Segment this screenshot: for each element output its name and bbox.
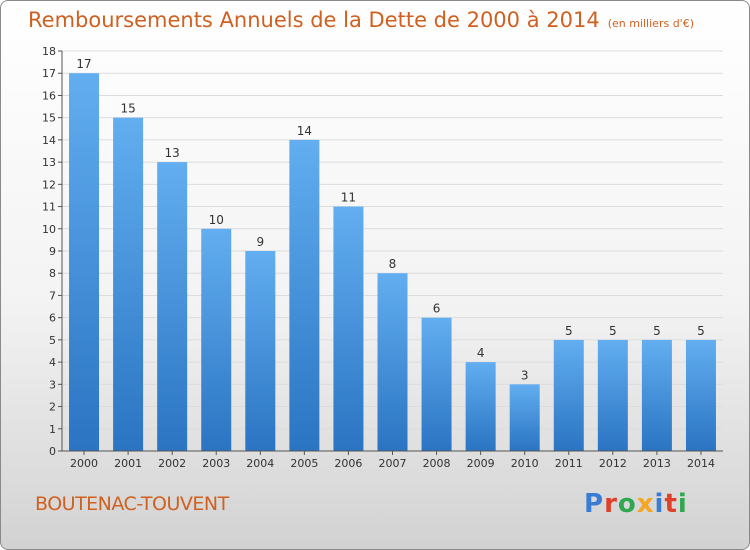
bar: [69, 73, 100, 451]
y-tick-label: 12: [42, 178, 56, 191]
bar-value-label: 10: [209, 213, 224, 227]
logo-letter: o: [617, 489, 637, 519]
bar-value-label: 5: [697, 324, 705, 338]
bar: [113, 117, 144, 452]
x-tick-label: 2004: [246, 457, 274, 470]
y-tick-label: 14: [42, 134, 56, 147]
logo-letter: t: [664, 489, 678, 519]
bar-value-label: 3: [521, 368, 529, 382]
bar: [245, 251, 276, 451]
bar-value-label: 14: [297, 124, 312, 138]
x-tick-label: 2000: [70, 457, 98, 470]
chart-title-text: Remboursements Annuels de la Dette de 20…: [28, 8, 600, 32]
bar-value-label: 8: [389, 257, 397, 271]
x-tick-label: 2005: [290, 457, 318, 470]
y-tick-label: 7: [49, 289, 56, 302]
bar: [553, 339, 584, 451]
y-tick-label: 6: [49, 312, 56, 325]
logo-letter: i: [654, 489, 665, 519]
y-tick-label: 17: [42, 67, 56, 80]
logo-letter: i: [677, 489, 688, 519]
y-tick-label: 10: [42, 223, 56, 236]
chart-title: Remboursements Annuels de la Dette de 20…: [28, 8, 694, 32]
y-tick-label: 5: [49, 334, 56, 347]
x-tick-label: 2012: [599, 457, 627, 470]
x-tick-label: 2002: [158, 457, 186, 470]
x-tick-label: 2013: [643, 457, 671, 470]
y-tick-label: 1: [49, 423, 56, 436]
proxiti-logo: Proxiti: [584, 489, 688, 519]
chart-unit: (en milliers d'€): [607, 17, 694, 30]
bar-value-label: 5: [565, 324, 573, 338]
bar-value-label: 5: [653, 324, 661, 338]
y-tick-label: 16: [42, 89, 56, 102]
y-tick-label: 18: [42, 45, 56, 58]
bar: [377, 273, 408, 451]
x-tick-label: 2006: [334, 457, 362, 470]
x-tick-label: 2001: [114, 457, 142, 470]
bar-value-label: 5: [609, 324, 617, 338]
bar: [509, 384, 540, 451]
x-tick-label: 2014: [687, 457, 715, 470]
logo-letter: P: [584, 489, 605, 519]
x-tick-label: 2010: [511, 457, 539, 470]
y-tick-label: 13: [42, 156, 56, 169]
x-tick-label: 2011: [555, 457, 583, 470]
bar: [465, 362, 496, 451]
y-tick-label: 2: [49, 401, 56, 414]
bar-value-label: 9: [256, 235, 264, 249]
x-tick-label: 2007: [379, 457, 407, 470]
bar: [685, 339, 716, 451]
y-tick-label: 3: [49, 378, 56, 391]
logo-letter: r: [604, 489, 618, 519]
bar-value-label: 17: [76, 57, 91, 71]
y-tick-label: 8: [49, 267, 56, 280]
commune-name: BOUTENAC-TOUVENT: [35, 493, 229, 515]
bar: [201, 228, 232, 451]
bar: [157, 162, 188, 451]
y-tick-label: 4: [49, 356, 56, 369]
x-tick-label: 2008: [423, 457, 451, 470]
y-tick-label: 11: [42, 201, 56, 214]
x-tick-label: 2003: [202, 457, 230, 470]
x-tick-label: 2009: [467, 457, 495, 470]
bar-value-label: 11: [341, 191, 356, 205]
y-tick-label: 9: [49, 245, 56, 258]
bar: [333, 206, 364, 451]
bar-value-label: 13: [165, 146, 180, 160]
y-tick-label: 0: [49, 445, 56, 458]
bar-value-label: 4: [477, 346, 485, 360]
bar-value-label: 6: [433, 302, 441, 316]
y-tick-label: 15: [42, 112, 56, 125]
bar-value-label: 15: [120, 102, 135, 116]
logo-letter: x: [636, 489, 655, 519]
bar: [597, 339, 628, 451]
bar: [641, 339, 672, 451]
bar: [289, 139, 320, 451]
bar: [421, 317, 452, 451]
